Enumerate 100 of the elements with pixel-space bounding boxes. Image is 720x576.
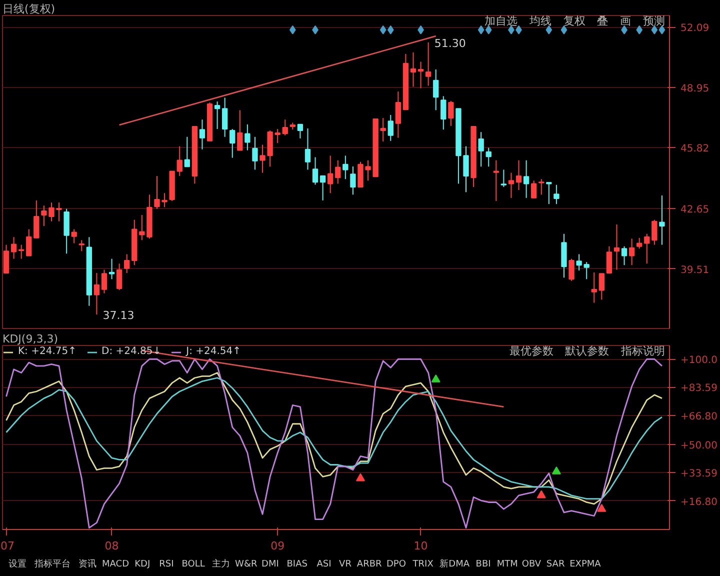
text: 设置 <box>8 558 26 570</box>
annotation: 叠 <box>597 14 608 28</box>
candlestick <box>116 263 122 291</box>
candlestick <box>659 194 665 246</box>
candlestick <box>342 155 348 180</box>
candlestick <box>425 42 432 86</box>
y-tick-label: +66.80 <box>680 412 718 423</box>
candlestick <box>34 200 40 238</box>
chart-title: 日线(复权) <box>2 2 56 16</box>
text: 新DMA <box>440 558 470 570</box>
x-tick-label: 07 <box>0 540 14 552</box>
point <box>356 473 365 482</box>
text: DMI <box>262 560 279 570</box>
text: VR <box>339 560 352 570</box>
candlestick <box>71 228 77 244</box>
legend-label: K: +24.75↑ <box>18 346 76 357</box>
candlestick <box>636 237 642 250</box>
annotation: 51.30 <box>434 36 466 50</box>
text: BBI <box>476 560 491 570</box>
candlestick <box>410 52 416 88</box>
candlestick <box>628 238 635 266</box>
candlestick <box>546 182 552 205</box>
candlestick <box>523 160 530 198</box>
candlestick <box>621 246 628 266</box>
x-tick-label: 09 <box>270 540 285 552</box>
candlestick <box>260 144 266 174</box>
point <box>597 504 606 512</box>
text: TRIX <box>412 560 434 570</box>
legend-label: D: +24.85↓ <box>102 346 162 357</box>
text: MACD <box>102 560 130 570</box>
candlestick <box>538 178 544 196</box>
text: KDJ <box>134 560 150 570</box>
candlestick <box>380 118 386 142</box>
x-tick-label: 10 <box>414 540 428 552</box>
candlestick <box>184 136 190 168</box>
candlestick <box>448 100 454 126</box>
text: 主力 <box>212 558 230 570</box>
candlestick <box>176 146 182 177</box>
text: W&R <box>235 560 258 570</box>
annotation: 预测 <box>642 14 665 28</box>
candlestick <box>222 97 228 138</box>
candlestick <box>274 128 280 144</box>
candlestick <box>568 258 574 282</box>
y-tick-label: 39.51 <box>680 264 710 276</box>
candlestick <box>395 91 402 138</box>
line-series <box>6 358 663 528</box>
candlestick <box>199 119 206 150</box>
candlestick <box>576 254 582 272</box>
candlestick <box>440 96 446 130</box>
candlestick <box>64 208 70 254</box>
candlestick <box>508 172 514 198</box>
candlestick <box>598 273 605 300</box>
candlestick <box>500 169 507 188</box>
annotation: 最优参数 <box>509 344 554 358</box>
candlestick <box>644 233 650 264</box>
y-tick-label: +83.59 <box>680 383 718 394</box>
candlestick <box>486 147 492 168</box>
x-tick-label: 08 <box>104 540 119 552</box>
candlestick <box>237 110 243 151</box>
candlestick <box>108 258 115 280</box>
text: DPO <box>386 560 406 570</box>
candlestick <box>433 68 439 111</box>
candlestick <box>584 262 590 280</box>
candlestick <box>350 166 356 196</box>
annotation: 37.13 <box>102 308 134 322</box>
candlestick <box>418 61 424 89</box>
candlestick <box>244 124 250 151</box>
text: BIAS <box>286 560 308 570</box>
annotation: 默认参数 <box>564 344 610 358</box>
candlestick <box>328 155 334 194</box>
text: 指标平台 <box>34 558 71 570</box>
chart-title: KDJ(9,3,3) <box>2 332 58 346</box>
candlestick <box>297 124 304 139</box>
text: ASI <box>316 560 332 570</box>
candlestick <box>614 224 620 270</box>
legend-label: J: +24.54↑ <box>186 346 242 357</box>
annotation: 复权 <box>563 14 586 28</box>
annotation: 加自选 <box>484 14 518 28</box>
candlestick <box>652 219 658 246</box>
text: MTM <box>496 560 518 570</box>
candlestick <box>606 246 612 274</box>
point <box>552 466 561 474</box>
candlestick <box>18 244 24 260</box>
candlestick <box>591 272 597 304</box>
candlestick <box>554 184 560 205</box>
candlestick <box>267 130 273 168</box>
candlestick <box>335 160 341 184</box>
candlestick <box>26 228 32 256</box>
candlestick <box>516 160 522 191</box>
text: ARBR <box>356 560 382 570</box>
point <box>536 490 546 498</box>
text: SAR <box>546 560 565 570</box>
y-tick-label: 48.95 <box>680 84 710 95</box>
candlestick <box>230 128 236 158</box>
y-tick-label: 52.09 <box>680 23 710 34</box>
text: BOLL <box>182 560 205 570</box>
annotation: 指标说明 <box>620 344 665 358</box>
candlestick <box>124 254 130 274</box>
text: EXPMA <box>570 560 602 570</box>
candlestick <box>304 128 311 170</box>
